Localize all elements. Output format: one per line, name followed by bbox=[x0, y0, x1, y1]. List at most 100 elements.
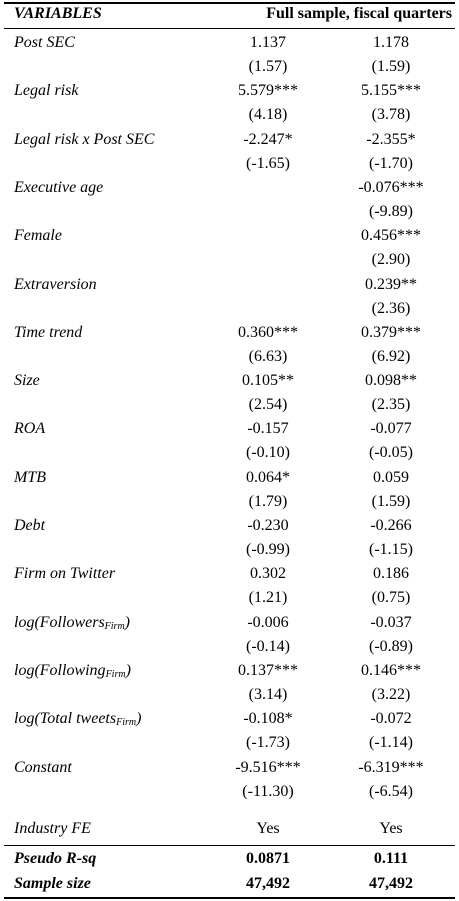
coefficient: 5.155*** bbox=[361, 82, 421, 100]
coefficient: 1.137 bbox=[250, 34, 286, 51]
coefficient: 0.186 bbox=[373, 565, 409, 583]
variable-label: Debt bbox=[14, 514, 45, 538]
t-stat: (-0.99) bbox=[246, 541, 290, 558]
label-text: log(Following bbox=[14, 661, 106, 679]
t-stat: (-1.70) bbox=[369, 154, 413, 172]
coefficient: 0.064* bbox=[246, 468, 290, 486]
t-stat: (-1.65) bbox=[246, 154, 290, 172]
t-stat: (-0.10) bbox=[246, 444, 290, 462]
t-stat: (2.54) bbox=[248, 396, 288, 414]
label-text: ROA bbox=[14, 420, 46, 438]
coefficient: -0.037 bbox=[370, 613, 412, 631]
t-stat: (1.59) bbox=[371, 58, 411, 75]
variable-label: Legal risk bbox=[14, 79, 78, 103]
t-stat: (-1.15) bbox=[369, 541, 413, 558]
variable-label: Size bbox=[14, 369, 40, 393]
coefficient: 0.098** bbox=[365, 372, 417, 390]
label-subscript: Firm bbox=[116, 717, 137, 729]
top-rule bbox=[4, 2, 455, 4]
coefficient: 0.302 bbox=[250, 565, 286, 583]
variable-label: log(FollowingFirm) bbox=[14, 659, 131, 683]
variable-label: Post SEC bbox=[14, 31, 75, 55]
label-text: Debt bbox=[14, 517, 46, 534]
label-end: ) bbox=[124, 613, 130, 631]
fe-label: Industry FE bbox=[14, 820, 91, 837]
variable-label: Legal risk x Post SEC bbox=[14, 128, 154, 152]
label-end: ) bbox=[136, 710, 142, 728]
coefficient: 0.105** bbox=[242, 372, 294, 390]
label-subscript: Firm bbox=[105, 668, 126, 680]
label-text: log(Followers bbox=[14, 613, 105, 631]
label-text: Post SEC bbox=[14, 34, 75, 51]
coefficient: 0.360*** bbox=[238, 323, 298, 341]
variable-label: Executive age bbox=[14, 176, 103, 200]
t-stat: (2.36) bbox=[371, 299, 411, 317]
label-text: Female bbox=[14, 227, 62, 245]
variable-label: log(Total tweetsFirm) bbox=[14, 707, 141, 731]
coefficient: -6.319*** bbox=[358, 758, 424, 776]
coefficient: -0.108* bbox=[243, 710, 293, 728]
t-stat: (1.79) bbox=[248, 492, 288, 510]
variable-label: MTB bbox=[14, 466, 46, 490]
coefficient: 0.239** bbox=[365, 275, 417, 293]
t-stat: (-0.05) bbox=[369, 444, 413, 462]
variable-label: Female bbox=[14, 224, 62, 248]
t-stat: (4.18) bbox=[248, 106, 288, 124]
coefficient: -0.230 bbox=[247, 517, 289, 534]
t-stat: (3.22) bbox=[371, 685, 411, 703]
label-text: Legal risk x Post SEC bbox=[14, 130, 155, 148]
variable-label: Constant bbox=[14, 756, 72, 780]
footer-value: 47,492 bbox=[369, 875, 413, 892]
t-stat: (1.59) bbox=[371, 492, 411, 510]
coefficient: 0.137*** bbox=[238, 661, 298, 679]
label-text: log(Total tweets bbox=[14, 710, 117, 728]
t-stat: (-1.14) bbox=[369, 734, 413, 752]
bottom-rule bbox=[4, 897, 455, 899]
coefficient: 0.146*** bbox=[361, 661, 421, 679]
footer-rule bbox=[4, 845, 455, 846]
fe-value: Yes bbox=[379, 820, 403, 837]
variable-label: Extraversion bbox=[14, 273, 97, 297]
coefficient: 0.379*** bbox=[361, 323, 421, 341]
footer-label: Pseudo R-sq bbox=[14, 850, 97, 867]
label-text: Constant bbox=[14, 758, 72, 776]
label-subscript: Firm bbox=[104, 620, 125, 632]
coefficient: -0.006 bbox=[247, 613, 289, 631]
coefficient: -0.072 bbox=[370, 710, 412, 728]
t-stat: (1.21) bbox=[248, 589, 288, 607]
footer-value: 0.0871 bbox=[246, 850, 290, 867]
t-stat: (3.78) bbox=[371, 106, 411, 124]
variable-label: ROA bbox=[14, 417, 45, 441]
label-text: Size bbox=[14, 372, 40, 390]
coefficient: 0.059 bbox=[373, 468, 409, 486]
t-stat: (-0.89) bbox=[369, 637, 413, 655]
t-stat: (-9.89) bbox=[369, 202, 413, 220]
t-stat: (-1.73) bbox=[246, 734, 290, 752]
variable-label: Firm on Twitter bbox=[14, 562, 115, 586]
t-stat: (2.35) bbox=[371, 396, 411, 414]
t-stat: (-0.14) bbox=[246, 637, 290, 655]
coefficient: -0.076*** bbox=[358, 178, 424, 196]
coefficient: -9.516*** bbox=[235, 758, 301, 776]
t-stat: (0.75) bbox=[371, 589, 411, 607]
label-text: MTB bbox=[14, 468, 46, 486]
variable-label: log(FollowersFirm) bbox=[14, 611, 130, 635]
t-stat: (3.14) bbox=[248, 685, 288, 703]
t-stat: (1.57) bbox=[248, 58, 288, 75]
coefficient: 5.579*** bbox=[238, 82, 298, 100]
variable-label: Time trend bbox=[14, 321, 82, 345]
label-text: Extraversion bbox=[14, 275, 97, 293]
t-stat: (6.92) bbox=[371, 347, 411, 365]
label-text: Firm on Twitter bbox=[14, 565, 116, 583]
header-variables: VARIABLES bbox=[14, 5, 102, 22]
footer-value: 47,492 bbox=[246, 875, 290, 892]
t-stat: (-6.54) bbox=[369, 782, 413, 800]
label-text: Executive age bbox=[14, 178, 104, 196]
t-stat: (6.63) bbox=[248, 347, 288, 365]
label-text: Legal risk bbox=[14, 82, 79, 100]
label-text: Time trend bbox=[14, 323, 83, 341]
coefficient: -2.247* bbox=[243, 130, 293, 148]
header-rule bbox=[4, 28, 455, 29]
footer-value: 0.111 bbox=[373, 850, 409, 867]
